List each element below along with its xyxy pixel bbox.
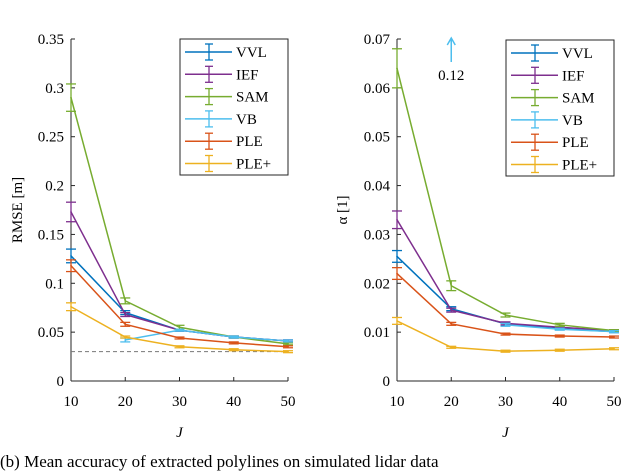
series-ple-plus: [66, 302, 293, 354]
y-tick-label: 0.25: [38, 130, 64, 146]
x-tick-label: 30: [172, 394, 187, 410]
legend-label: VB: [236, 112, 257, 128]
legend-label: SAM: [236, 90, 269, 106]
legend-label: VVL: [236, 45, 267, 61]
legend-item: VB: [511, 111, 583, 129]
legend-label: PLE+: [236, 157, 271, 173]
legend: VVL IEF SAM VB PLE PLE+: [505, 39, 615, 177]
x-axis-label: J: [502, 425, 510, 441]
series-line: [70, 97, 289, 345]
x-tick-label: 10: [390, 394, 405, 410]
legend-item: PLE: [185, 132, 263, 150]
chart-panel-1: 10 20 30 40 50 0 0.05 0.1 0.15 0.2 0.25 0.3 0.35 J RMS…: [10, 32, 296, 441]
figure-caption: (b) Mean accuracy of extracted polylines…: [0, 452, 439, 471]
y-axis-label: RMSE [m]: [10, 177, 26, 243]
legend-item: IEF: [185, 65, 259, 83]
series-ple: [66, 259, 293, 349]
legend-label: VB: [562, 113, 583, 129]
x-tick-label: 20: [444, 394, 459, 410]
legend-label: PLE: [236, 134, 263, 150]
legend-item: SAM: [511, 88, 595, 107]
series-line: [396, 320, 615, 352]
series-line: [125, 329, 289, 342]
y-tick-label: 0.2: [45, 179, 64, 195]
legend-label: IEF: [562, 68, 585, 84]
series-ple-plus: [392, 316, 619, 353]
series-line: [396, 255, 615, 333]
y-tick-label: 0.01: [364, 325, 390, 341]
series-vvl: [392, 249, 619, 334]
legend-box: [179, 38, 289, 176]
series-ple: [392, 267, 619, 339]
legend-label: SAM: [562, 91, 595, 107]
series-vb: [500, 322, 619, 334]
x-tick-label: 40: [226, 394, 241, 410]
legend-item: PLE+: [511, 155, 597, 174]
legend-item: PLE+: [185, 154, 271, 173]
y-tick-label: 0.04: [364, 179, 391, 195]
x-tick-label: 50: [281, 394, 296, 410]
series-line: [70, 306, 289, 353]
y-tick-label: 0.15: [38, 227, 64, 243]
annotation-label: 0.12: [438, 68, 464, 84]
chart-panel-2: 10 20 30 40 50 0 0.01 0.02 0.03 0.04 0.05 0.06 0.07 J…: [335, 32, 622, 441]
y-tick-label: 0.35: [38, 32, 64, 48]
series-line: [70, 265, 289, 348]
legend: VVL IEF SAM VB PLE PLE+: [179, 38, 289, 176]
x-axis-label: J: [176, 425, 184, 441]
legend-label: PLE+: [562, 158, 597, 174]
y-tick-label: 0: [383, 374, 391, 390]
legend-box: [505, 39, 615, 177]
legend-item: VB: [185, 110, 257, 128]
legend-label: IEF: [236, 67, 259, 83]
x-tick-label: 40: [552, 394, 567, 410]
y-tick-label: 0.3: [45, 81, 64, 97]
y-tick-label: 0.06: [364, 81, 391, 97]
y-tick-label: 0.07: [364, 32, 391, 48]
legend-label: VVL: [562, 46, 593, 62]
y-tick-label: 0: [57, 374, 65, 390]
y-tick-label: 0.03: [364, 227, 390, 243]
legend-item: IEF: [511, 66, 585, 84]
legend-item: SAM: [185, 87, 269, 106]
legend-item: VVL: [511, 44, 593, 62]
series-vb: [120, 328, 293, 343]
x-tick-label: 30: [498, 394, 513, 410]
y-tick-label: 0.1: [45, 276, 64, 292]
y-tick-label: 0.02: [364, 276, 390, 292]
legend-label: PLE: [562, 135, 589, 151]
series-line: [70, 211, 289, 342]
legend-item: PLE: [511, 133, 589, 151]
arrow-head: [446, 36, 456, 46]
y-tick-label: 0.05: [38, 325, 64, 341]
series-ief: [66, 201, 293, 343]
y-axis-label: α [1]: [335, 195, 351, 224]
series-line: [396, 68, 615, 332]
x-tick-label: 20: [118, 394, 133, 410]
series-line: [505, 324, 615, 333]
x-tick-label: 10: [64, 394, 79, 410]
series-line: [396, 272, 615, 338]
legend-item: VVL: [185, 43, 267, 61]
series-sam: [66, 83, 293, 346]
x-tick-label: 50: [607, 394, 622, 410]
y-tick-label: 0.05: [364, 130, 390, 146]
